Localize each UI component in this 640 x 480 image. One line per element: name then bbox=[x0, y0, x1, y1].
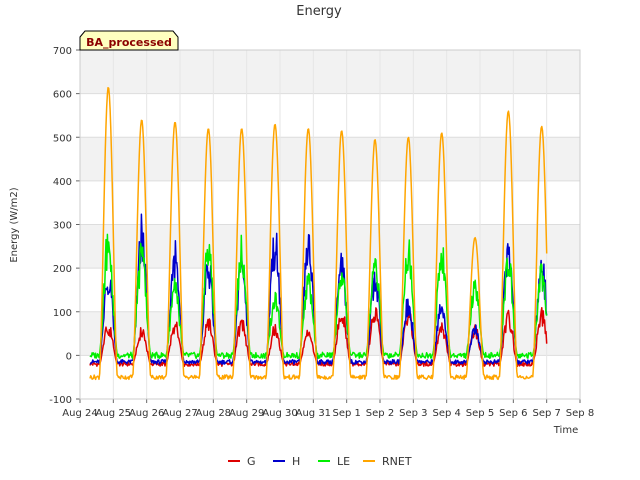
x-tick-label: Sep 6 bbox=[499, 408, 527, 419]
x-tick-label: Aug 30 bbox=[262, 408, 297, 419]
y-tick-label: 300 bbox=[53, 221, 72, 232]
x-tick-label: Aug 31 bbox=[296, 408, 331, 419]
series-line-h bbox=[89, 213, 548, 365]
x-tick-label: Aug 25 bbox=[96, 408, 131, 419]
legend-label-g: G bbox=[247, 455, 256, 468]
legend: G H LE RNET bbox=[228, 455, 412, 468]
x-tick-label: Aug 24 bbox=[62, 408, 97, 419]
y-tick-label: 0 bbox=[66, 351, 72, 362]
y-tick-label: -100 bbox=[49, 395, 72, 406]
x-tick-label: Sep 2 bbox=[366, 408, 394, 419]
x-tick-label: Aug 27 bbox=[162, 408, 197, 419]
x-tick-label: Sep 5 bbox=[466, 408, 494, 419]
plot-band bbox=[80, 137, 580, 181]
x-tick-label: Aug 29 bbox=[229, 408, 264, 419]
axes bbox=[76, 49, 581, 403]
y-tick-label: 500 bbox=[53, 133, 72, 144]
series-layer bbox=[89, 86, 548, 381]
x-tick-label: Sep 4 bbox=[432, 408, 460, 419]
x-tick-label: Sep 3 bbox=[399, 408, 427, 419]
y-tick-label: 400 bbox=[53, 177, 72, 188]
series-line-rnet bbox=[89, 86, 548, 381]
plot-band bbox=[80, 50, 580, 94]
x-tick-label: Aug 26 bbox=[129, 408, 164, 419]
badge-label: BA_processed bbox=[86, 36, 172, 49]
plot-band bbox=[80, 311, 580, 356]
x-tick-label: Sep 1 bbox=[332, 408, 360, 419]
y-tick-label: 600 bbox=[53, 90, 72, 101]
processed-badge: BA_processed bbox=[79, 30, 179, 51]
x-tick-label: Aug 28 bbox=[196, 408, 231, 419]
series-line-le bbox=[89, 233, 548, 360]
x-axis-label: Time bbox=[553, 425, 578, 436]
chart-title: Energy bbox=[296, 4, 342, 19]
legend-label-le: LE bbox=[337, 455, 350, 468]
y-axis-label: Energy (W/m2) bbox=[9, 187, 20, 262]
x-tick-label: Sep 7 bbox=[532, 408, 560, 419]
legend-label-rnet: RNET bbox=[382, 455, 412, 468]
x-tick-label: Sep 8 bbox=[566, 408, 594, 419]
y-tick-labels: -100 0 100 200 300 400 500 600 700 bbox=[49, 46, 72, 406]
plot-band bbox=[80, 224, 580, 269]
plot-frame bbox=[79, 49, 581, 400]
y-tick-label: 700 bbox=[53, 46, 72, 57]
badge-box bbox=[79, 30, 179, 51]
legend-label-h: H bbox=[292, 455, 300, 468]
y-tick-label: 200 bbox=[53, 264, 72, 275]
y-tick-label: 100 bbox=[53, 308, 72, 319]
